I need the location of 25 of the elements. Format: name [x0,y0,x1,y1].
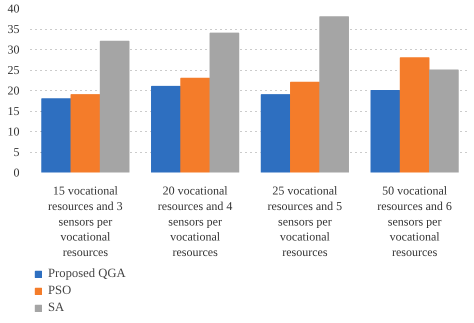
y-tick-label: 10 [8,124,20,138]
y-tick-label: 25 [8,63,20,77]
y-tick-label: 30 [8,42,20,56]
x-tick-label: 15 vocational resources and 3 sensors per vocational resources [48,184,123,260]
y-tick-label: 20 [8,84,20,98]
bar [180,78,210,172]
bar [41,98,71,172]
y-tick-label: 0 [14,166,20,180]
x-tick-label: 50 vocational resources and 6 sensors per vocational resources [377,184,452,260]
y-tick-label: 5 [14,145,20,159]
bar [370,90,400,172]
bar [429,70,459,172]
x-tick-label: 25 vocational resources and 5 sensors per vocational resources [268,184,342,260]
bar [400,57,430,172]
bar [70,94,100,172]
legend-label: SA [48,300,66,315]
y-tick-label: 40 [8,2,20,16]
y-tick-label: 15 [8,104,20,118]
x-tick-label: 20 vocational resources and 4 sensors per vocational resources [158,184,232,260]
legend-label: PSO [48,283,72,298]
legend-label: Proposed QGA [48,266,126,281]
y-tick-label: 35 [8,22,20,36]
bar [151,86,181,172]
bar [290,82,320,172]
bar [260,94,290,172]
